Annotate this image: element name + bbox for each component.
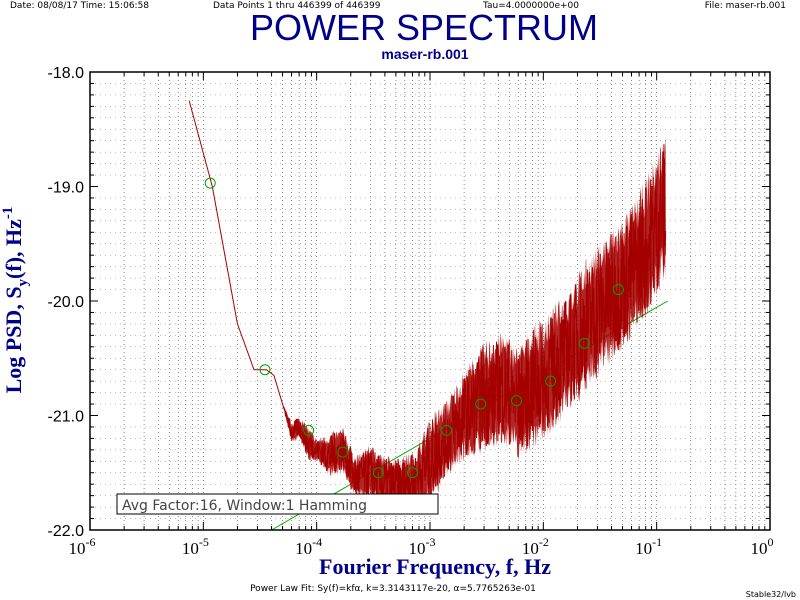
average-point xyxy=(372,467,384,479)
annotation-text: Avg Factor:16, Window:1 Hamming xyxy=(122,498,367,514)
x-axis-label: Fourier Frequency, f, Hz xyxy=(319,554,551,579)
header-tau: Tau=4.0000000e+00 xyxy=(483,1,579,11)
x-tick-label: 10-4 xyxy=(295,535,322,558)
data-series xyxy=(188,100,668,531)
average-point xyxy=(441,424,453,436)
x-tick-label: 100 xyxy=(751,535,774,558)
header-file: File: maser-rb.001 xyxy=(704,1,786,11)
x-tick-label: 10-3 xyxy=(409,535,436,558)
y-axis-label: Log PSD, Sy(f), Hz-1 xyxy=(0,207,31,394)
average-point xyxy=(612,284,624,296)
average-point xyxy=(511,395,523,407)
annotation-box: Avg Factor:16, Window:1 Hamming xyxy=(116,493,439,515)
psd-envelope xyxy=(189,100,666,513)
power-law-fit-text: Power Law Fit: Sy(f)=kfα, k=3.3143117e-2… xyxy=(250,584,536,594)
y-tick-label: -21.0 xyxy=(48,409,85,426)
average-point xyxy=(406,467,418,479)
grid-lines xyxy=(89,72,770,530)
tick-marks: -18.0 -19.0 -20.0 -21.0 -22.010-6 10-5 10-4 10-… xyxy=(48,65,774,558)
y-tick-label: -20.0 xyxy=(48,294,85,311)
average-point xyxy=(204,177,216,189)
software-credit: Stable32/lvb xyxy=(745,590,796,599)
average-point xyxy=(578,337,590,349)
header-points: Data Points 1 thru 446399 of 446399 xyxy=(213,1,381,11)
average-point xyxy=(545,375,557,387)
chart-subtitle: maser-rb.001 xyxy=(381,46,469,62)
average-point xyxy=(475,398,487,410)
psd-trace xyxy=(188,100,667,510)
y-tick-label: -22.0 xyxy=(48,523,85,540)
chart-title: POWER SPECTRUM xyxy=(249,7,598,48)
average-point xyxy=(259,364,271,376)
average-point xyxy=(303,424,315,436)
header-date: Date: 08/08/17 Time: 15:06:58 xyxy=(10,1,150,11)
y-tick-label: -19.0 xyxy=(48,180,85,197)
x-tick-label: 10-1 xyxy=(635,535,662,558)
x-tick-label: 10-5 xyxy=(182,535,209,558)
y-tick-label: -18.0 xyxy=(48,65,85,82)
x-tick-label: 10-2 xyxy=(522,535,549,558)
x-tick-label: 10-6 xyxy=(69,535,96,558)
average-point xyxy=(337,446,349,458)
